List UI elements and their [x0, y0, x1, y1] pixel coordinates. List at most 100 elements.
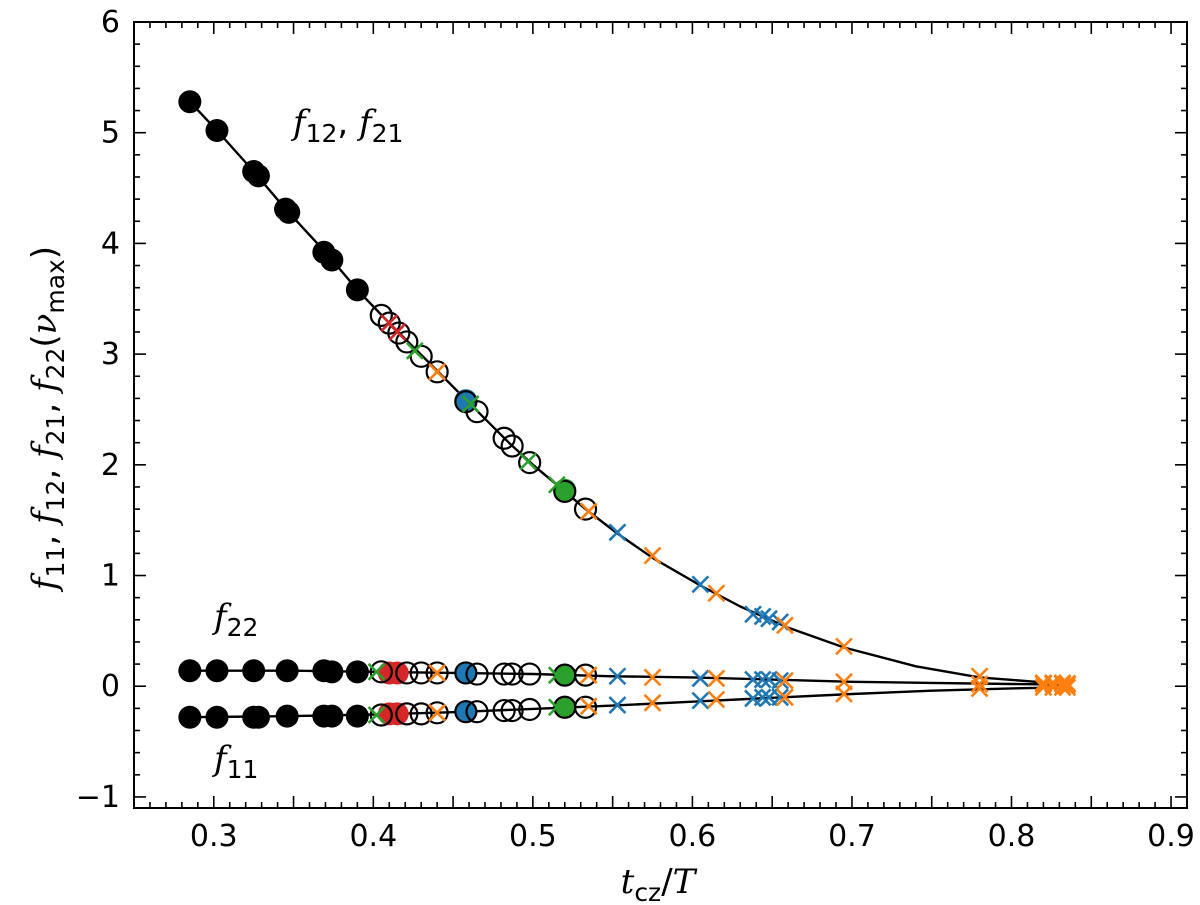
data-point-open	[409, 702, 433, 726]
data-point-cross	[691, 691, 710, 710]
data-point-cross	[970, 679, 989, 698]
data-point-cross	[776, 688, 794, 707]
data-point-cross	[608, 523, 627, 542]
y-tick-label: 4	[101, 226, 120, 261]
data-point-cross	[367, 662, 386, 681]
x-tick-label: 0.3	[190, 819, 238, 854]
x-axis-label: tcz/T	[621, 862, 698, 905]
data-point-open	[369, 703, 393, 727]
data-point-cross	[547, 475, 566, 494]
data-point-open	[409, 661, 433, 685]
data-point-cross	[835, 637, 853, 656]
y-tick-label: 2	[101, 448, 120, 483]
data-point-cross	[547, 666, 566, 685]
data-point-open	[492, 426, 516, 450]
data-point-open	[492, 698, 516, 723]
data-point-cross	[428, 664, 447, 682]
data-point-open	[500, 662, 524, 686]
data-point-cross	[1058, 675, 1077, 694]
data-point-filled	[553, 663, 577, 687]
data-point-filled	[553, 478, 577, 502]
data-point-filled	[345, 278, 369, 302]
data-point-filled	[320, 704, 344, 728]
data-point-cross	[428, 703, 447, 722]
data-point-open	[553, 479, 577, 503]
y-tick-label: 5	[101, 116, 120, 151]
data-point-cross	[753, 688, 772, 707]
data-point-open	[465, 400, 489, 424]
data-point-open	[518, 662, 542, 686]
data-point-cross	[1053, 678, 1072, 697]
data-point-open	[573, 497, 598, 521]
data-point-cross	[776, 671, 794, 690]
data-point-open	[518, 451, 542, 475]
data-point-cross	[970, 675, 989, 693]
x-tick-label: 0.4	[349, 819, 397, 854]
data-point-open	[395, 661, 419, 685]
data-point-filled	[246, 164, 270, 188]
x-tick-label: 0.9	[1147, 819, 1195, 854]
data-point-filled	[205, 659, 229, 683]
data-point-open	[425, 701, 449, 725]
data-point-cross	[547, 698, 566, 717]
data-point-cross	[707, 584, 726, 603]
x-tick-label: 0.6	[669, 819, 717, 854]
data-point-filled	[242, 659, 266, 683]
data-point-filled	[320, 660, 344, 684]
data-point-cross	[771, 671, 790, 690]
data-point-cross	[461, 395, 480, 413]
data-point-cross	[643, 546, 662, 565]
data-point-cross	[691, 669, 710, 688]
data-point-cross	[771, 688, 790, 707]
data-point-filled	[205, 705, 229, 729]
data-point-cross	[753, 670, 772, 689]
data-point-open	[454, 661, 478, 685]
data-point-open	[395, 702, 419, 726]
data-point-cross	[753, 607, 772, 626]
data-point-open	[395, 330, 419, 354]
data-point-filled	[205, 118, 229, 142]
data-point-open	[573, 695, 598, 719]
x-tick-label: 0.8	[988, 819, 1036, 854]
data-point-filled	[277, 200, 301, 224]
y-tick-label: 0	[101, 669, 120, 704]
data-point-cross	[643, 693, 662, 712]
data-point-cross	[707, 690, 726, 709]
data-point-cross	[760, 609, 778, 628]
data-point-open	[465, 662, 489, 686]
data-point-filled	[345, 660, 369, 684]
data-point-cross	[776, 616, 794, 635]
data-point-filled	[178, 705, 202, 729]
data-point-cross	[691, 575, 710, 594]
data-point-open	[573, 663, 598, 687]
data-point-open	[425, 360, 449, 384]
data-point-open	[500, 698, 524, 723]
data-point-filled	[553, 695, 577, 719]
data-point-open	[387, 321, 411, 345]
data-point-open	[454, 700, 478, 724]
data-point-cross	[428, 362, 447, 381]
data-point-filled	[275, 704, 299, 728]
data-point-filled	[275, 659, 299, 683]
data-point-open	[425, 661, 449, 685]
data-point-cross	[707, 669, 726, 688]
data-point-open	[518, 697, 542, 722]
data-point-open	[492, 662, 516, 686]
data-point-filled	[178, 659, 202, 683]
plot-frame	[133, 21, 1188, 809]
y-tick-label: 3	[101, 337, 120, 372]
axis-ticks: 0.3 0.4 0.5 0.6 0.7 0.8 0.9 −1 0 1 2 3 4 5 6	[76, 5, 1195, 854]
x-tick-label: 0.5	[509, 819, 557, 854]
data-point-open	[369, 660, 393, 684]
data-point-filled	[246, 705, 270, 729]
data-markers	[178, 90, 1077, 729]
data-point-open	[465, 700, 489, 724]
data-point-open	[500, 434, 524, 458]
data-point-cross	[608, 667, 627, 686]
y-tick-label: −1	[76, 780, 120, 815]
data-point-cross	[405, 341, 424, 360]
data-point-cross	[519, 452, 537, 471]
data-point-cross	[579, 502, 598, 521]
